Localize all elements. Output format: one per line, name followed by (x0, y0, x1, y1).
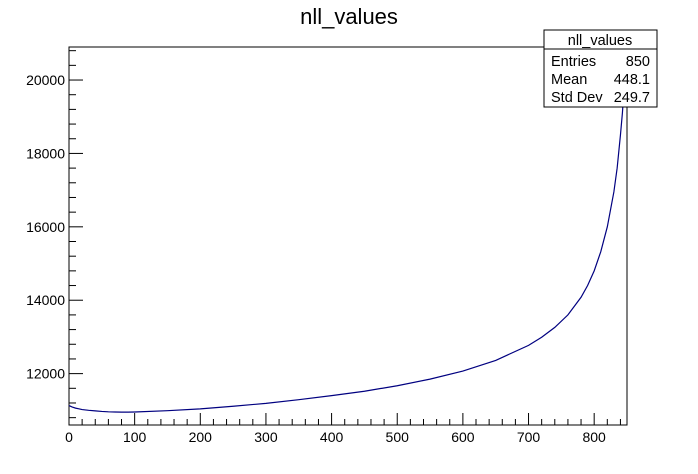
stats-mean-value: 448.1 (614, 72, 650, 88)
stats-mean-label: Mean (551, 72, 587, 88)
stats-stddev-value: 249.7 (614, 90, 650, 106)
stats-entries-value: 850 (626, 54, 650, 70)
chart-title: nll_values (300, 4, 398, 29)
stats-stddev-label: Std Dev (551, 90, 603, 106)
x-tick-label: 500 (386, 429, 410, 445)
y-tick-label: 16000 (26, 219, 65, 235)
x-tick-label: 600 (451, 429, 475, 445)
y-tick-label: 20000 (26, 72, 65, 88)
x-tick-label: 300 (254, 429, 278, 445)
stats-entries-label: Entries (551, 54, 596, 70)
x-tick-label: 400 (320, 429, 344, 445)
stats-box-frame (543, 29, 658, 108)
x-tick-label: 100 (123, 429, 147, 445)
stats-box: nll_values Entries 850 Mean 448.1 Std De… (543, 29, 658, 108)
stats-box-title: nll_values (568, 33, 633, 49)
series-line (68, 46, 628, 413)
axes: 0 100 200 300 400 500 600 700 800 12000 14000 16000… (26, 50, 621, 445)
x-tick-label: 700 (517, 429, 541, 445)
y-tick-label: 12000 (26, 366, 65, 382)
y-tick-label: 14000 (26, 292, 65, 308)
x-tick-label: 0 (65, 429, 73, 445)
y-tick-label: 18000 (26, 145, 65, 161)
x-tick-label: 800 (582, 429, 606, 445)
x-tick-label: 200 (189, 429, 213, 445)
plot-frame (68, 46, 628, 426)
